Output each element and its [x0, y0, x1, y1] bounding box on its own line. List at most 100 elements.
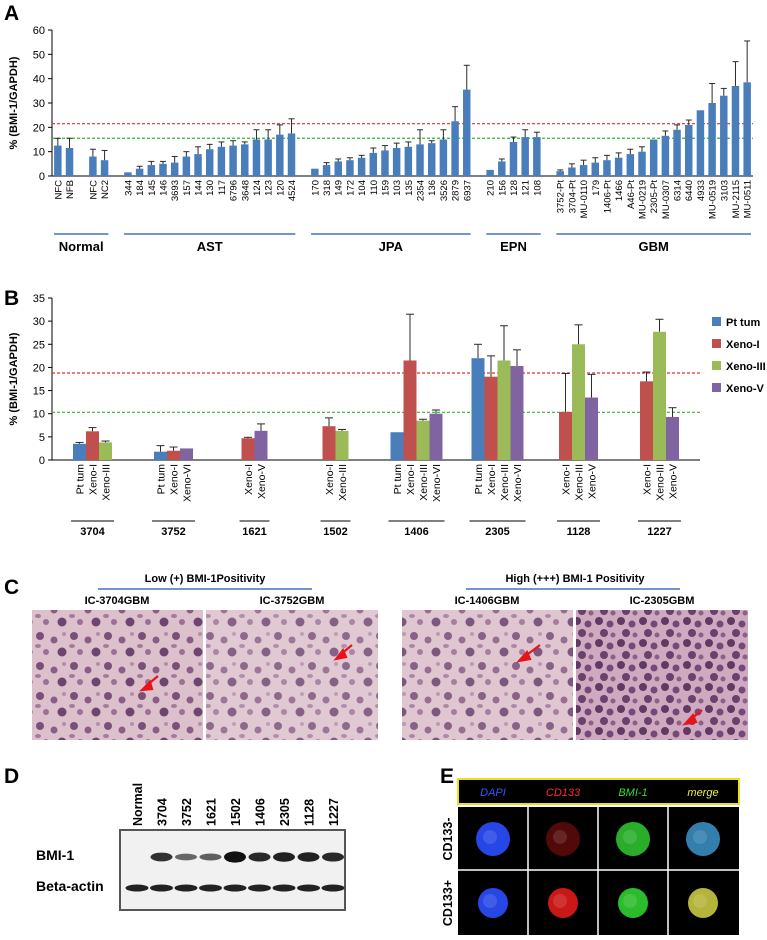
bar [322, 165, 331, 176]
y-tick-label: 5 [39, 432, 45, 444]
x-tick-label: 136 [427, 180, 438, 196]
x-tick-label: 104 [357, 180, 368, 196]
bar [533, 137, 541, 176]
y-tick-label: 60 [33, 25, 45, 37]
bar [403, 360, 417, 460]
bar [603, 160, 611, 176]
bar-label: Pt tum [473, 464, 485, 495]
cell [478, 888, 508, 918]
bar [54, 145, 62, 176]
bar [334, 161, 342, 176]
panel-letter: D [4, 765, 19, 788]
blot-band [297, 852, 320, 862]
legend-label: Pt tum [726, 317, 760, 329]
bar [614, 157, 623, 176]
y-tick-label: 10 [33, 147, 45, 159]
legend-swatch [712, 383, 721, 392]
bar [579, 165, 588, 176]
image-label: IC-1406GBM [455, 595, 520, 607]
channel-label: DAPI [480, 787, 506, 799]
x-tick-label: 210 [486, 180, 497, 196]
x-tick-label: 1227 [647, 526, 671, 538]
y-tick-label: 30 [33, 98, 45, 110]
x-tick-label: 1466 [614, 180, 625, 201]
x-tick-label: 103 [392, 180, 403, 196]
histology-group-title: High (+++) BMI-1 Positivity [505, 573, 645, 585]
cell-core [553, 830, 567, 844]
bar-label: Xeno-III [418, 464, 430, 501]
bar [673, 129, 681, 176]
y-axis-label: % (BMI-1/GAPDH) [8, 56, 20, 149]
bar [696, 110, 705, 176]
bar [486, 169, 494, 176]
legend-label: Xeno-V [726, 383, 765, 395]
bar [743, 82, 751, 176]
bar-label: Pt tum [75, 464, 87, 495]
bar [484, 376, 498, 460]
bar [229, 145, 237, 176]
bar [381, 150, 389, 176]
panel-letter: A [4, 2, 19, 25]
bar [471, 358, 485, 460]
bar [498, 161, 506, 176]
x-tick-label: 172 [345, 180, 356, 196]
y-tick-label: 40 [33, 74, 45, 86]
image-label: IC-2305GBM [630, 595, 695, 607]
y-tick-label: 20 [33, 362, 45, 374]
bar-label: Xeno-III [101, 464, 113, 501]
bar [254, 430, 268, 460]
bar [86, 431, 99, 460]
group-label: JPA [379, 239, 404, 254]
legend-label: Xeno-I [726, 339, 760, 351]
bar-label: Xeno-I [642, 464, 654, 495]
blot-band [199, 884, 222, 892]
lane-label: 3704 [156, 798, 170, 826]
lane-label: 1502 [229, 798, 243, 826]
bar [585, 397, 598, 460]
lane-label: 3752 [180, 798, 194, 826]
x-tick-label: 157 [182, 180, 193, 196]
y-tick-label: 25 [33, 339, 45, 351]
row-label: CD133- [441, 817, 455, 860]
bar [194, 154, 202, 176]
bar [65, 148, 74, 176]
x-tick-label: 159 [380, 180, 391, 196]
y-tick-label: 30 [33, 316, 45, 328]
blot-band [322, 852, 344, 862]
x-tick-label: 184 [135, 180, 146, 196]
histology-image [402, 610, 573, 740]
lane-label: 1128 [303, 799, 317, 826]
channel-label: BMI-1 [618, 787, 647, 799]
bar [124, 172, 132, 176]
bar-label: Xeno-I [486, 464, 498, 495]
blot-row-label: BMI-1 [36, 847, 74, 863]
x-tick-label: 145 [147, 180, 158, 196]
x-tick-label: 170 [310, 180, 321, 196]
x-tick-label: 144 [194, 180, 205, 196]
x-tick-label: 3526 [439, 180, 450, 201]
x-tick-label: 3648 [240, 180, 251, 201]
x-tick-label: 110 [369, 180, 380, 195]
image-label: IC-3704GBM [85, 595, 150, 607]
x-tick-label: 3704-Pt [567, 180, 578, 214]
x-tick-label: MU-0110 [579, 180, 590, 218]
channel-header [457, 778, 740, 805]
legend-swatch [712, 339, 721, 348]
x-tick-label: 3103 [719, 180, 730, 201]
bar-label: Xeno-V [668, 464, 680, 499]
bar [416, 420, 430, 460]
bar [416, 144, 424, 176]
legend-swatch [712, 317, 721, 326]
bar [73, 443, 86, 460]
bar [556, 171, 564, 176]
bar [287, 133, 296, 176]
bar [357, 157, 366, 176]
cell [618, 888, 648, 918]
lane-label: 2305 [278, 798, 292, 826]
bar-label: Xeno-I [324, 464, 336, 495]
x-tick-label: A46-Pt [626, 180, 637, 209]
x-tick-label: 156 [497, 180, 508, 196]
x-tick-label: MU-0511 [743, 180, 754, 218]
x-tick-label: 344 [123, 180, 134, 196]
